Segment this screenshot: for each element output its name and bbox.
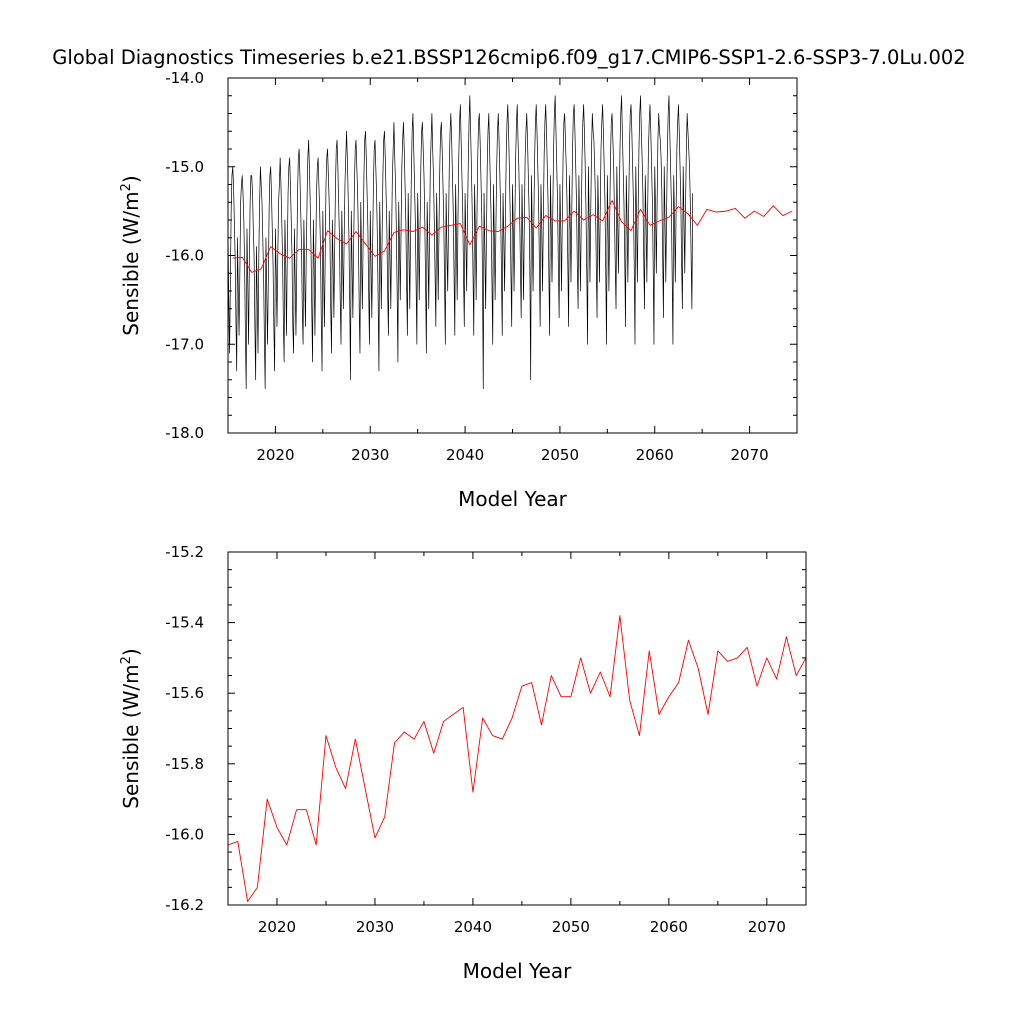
top-y-tick-label: -15.0 xyxy=(165,158,204,176)
top-y-axis-label: Sensible (W/m2) xyxy=(119,175,143,335)
top-y-tick-label: -14.0 xyxy=(165,69,204,87)
top-series-monthly-line xyxy=(228,95,694,389)
bottom-x-axis-label: Model Year xyxy=(463,959,573,983)
top-x-tick-label: 2050 xyxy=(541,446,579,464)
bot-x-tick-label: 2050 xyxy=(552,918,590,936)
top-x-tick-label: 2070 xyxy=(730,446,768,464)
bottom-tick-group: 2020 2030 2040 2050 2060 2070 -16.2 -16.0 -15.8 -… xyxy=(165,543,806,936)
bot-x-tick-label: 2020 xyxy=(258,918,296,936)
bot-y-tick-label: -15.6 xyxy=(165,684,204,702)
bottom-y-label-sup: 2 xyxy=(119,656,134,664)
bottom-panel: 2020 2030 2040 2050 2060 2070 -16.2 -16.0 -15.8 -… xyxy=(119,543,807,983)
top-panel: 2020 2030 2040 2050 2060 2070 -18.0 -17.0 -16.0 -… xyxy=(119,69,798,511)
bottom-y-label-main: Sensible (W/m xyxy=(119,664,143,808)
top-series-annual-line xyxy=(232,200,793,273)
bottom-y-label-tail: ) xyxy=(119,648,143,656)
top-x-axis-label: Model Year xyxy=(458,487,568,511)
bottom-series-group xyxy=(228,615,806,902)
top-tick-group: 2020 2030 2040 2050 2060 2070 -18.0 -17.0 -16.0 -… xyxy=(165,69,798,464)
bot-y-tick-label: -16.0 xyxy=(165,825,204,843)
top-x-tick-label: 2030 xyxy=(351,446,389,464)
bot-y-tick-label: -16.2 xyxy=(165,896,204,914)
top-y-label-main: Sensible (W/m xyxy=(119,191,143,335)
top-y-tick-label: -16.0 xyxy=(165,247,204,265)
bot-y-tick-label: -15.8 xyxy=(165,755,204,773)
bot-y-tick-label: -15.4 xyxy=(165,614,204,632)
top-y-tick-label: -18.0 xyxy=(165,424,204,442)
top-x-tick-label: 2020 xyxy=(256,446,294,464)
top-y-label-sup: 2 xyxy=(119,183,134,191)
top-series-group xyxy=(228,95,793,389)
bot-x-tick-label: 2040 xyxy=(454,918,492,936)
figure-title: Global Diagnostics Timeseries b.e21.BSSP… xyxy=(52,46,965,69)
bot-x-tick-label: 2070 xyxy=(748,918,786,936)
top-y-tick-label: -17.0 xyxy=(165,335,204,353)
bot-x-tick-label: 2060 xyxy=(650,918,688,936)
top-x-tick-label: 2040 xyxy=(446,446,484,464)
bottom-y-axis-label: Sensible (W/m2) xyxy=(119,648,143,808)
top-y-label-tail: ) xyxy=(119,175,143,183)
top-x-tick-label: 2060 xyxy=(636,446,674,464)
bot-y-tick-label: -15.2 xyxy=(165,543,204,561)
bot-x-tick-label: 2030 xyxy=(356,918,394,936)
bot-series-annual-line xyxy=(228,615,806,902)
